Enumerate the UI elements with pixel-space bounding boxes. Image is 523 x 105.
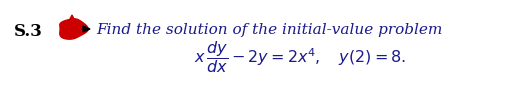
Text: $x\,\dfrac{dy}{dx} - 2y = 2x^4, \quad y(2) = 8.$: $x\,\dfrac{dy}{dx} - 2y = 2x^4, \quad y(… bbox=[194, 39, 406, 75]
Polygon shape bbox=[83, 26, 90, 32]
Polygon shape bbox=[70, 15, 74, 19]
Text: S.3: S.3 bbox=[14, 23, 43, 40]
Polygon shape bbox=[60, 19, 88, 39]
Text: Find the solution of the initial-value problem: Find the solution of the initial-value p… bbox=[96, 23, 442, 37]
